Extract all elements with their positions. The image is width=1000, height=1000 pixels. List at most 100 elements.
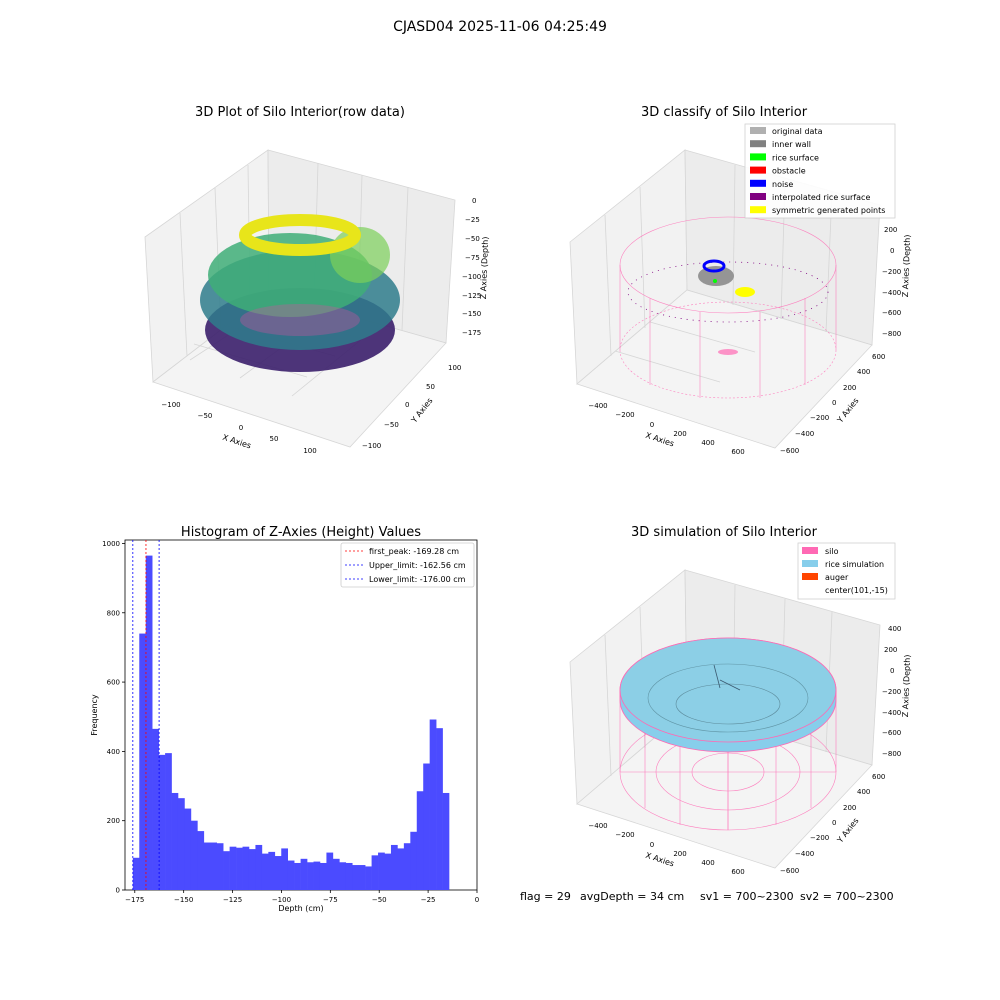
simulation-ztick-0: 400 — [888, 625, 901, 633]
classify-ytick-3: 0 — [832, 399, 836, 407]
histogram-ytick-label: 0 — [116, 887, 120, 895]
classify-legend-swatch — [750, 206, 766, 214]
simulation-ztick-6: −800 — [882, 750, 901, 758]
raw-ztick-4: −100 — [462, 273, 481, 281]
histogram-ytick-label: 400 — [107, 748, 120, 756]
histogram-bar — [371, 855, 379, 890]
histogram-bar — [139, 633, 147, 890]
histogram-ytick-label: 200 — [107, 817, 120, 825]
histogram-bars — [132, 555, 450, 890]
classify-ztick-2: −200 — [882, 268, 901, 276]
raw-ztick-0: 0 — [472, 197, 476, 205]
classify-xtick-2: 0 — [650, 421, 654, 429]
simulation-xtick-3: 200 — [673, 850, 686, 858]
histogram-legend-label: first_peak: -169.28 cm — [369, 547, 459, 556]
raw-xtick-2: 0 — [239, 424, 243, 432]
simulation-xlabel: X Axies — [644, 851, 675, 869]
histogram-bar — [403, 843, 411, 890]
raw-ylabel: Y Axies — [409, 396, 435, 425]
histogram-bar — [177, 798, 185, 890]
raw-ztick-3: −75 — [465, 254, 480, 262]
status-sv1: sv1 = 700~2300 — [700, 890, 794, 903]
classify-legend-label: symmetric generated points — [772, 206, 885, 215]
simulation-ytick-2: 200 — [843, 804, 856, 812]
raw-xlabel: X Axies — [221, 433, 252, 451]
histogram-bar — [210, 842, 218, 890]
status-line: flag = 29 avgDepth = 34 cm sv1 = 700~230… — [520, 890, 894, 903]
histogram-xtick-label: −100 — [272, 896, 291, 904]
histogram-bar — [165, 753, 172, 890]
simulation-ytick-1: 400 — [857, 788, 870, 796]
classify-legend-label: noise — [772, 180, 793, 189]
raw-ytick-4: −100 — [362, 442, 381, 450]
simulation-xtick-5: 600 — [731, 868, 744, 876]
raw-y-ticks: 100 50 0 −50 −100 — [362, 364, 461, 450]
simulation-legend: silo rice simulation auger center(101,-15) — [797, 542, 896, 600]
histogram-legend: first_peak: -169.28 cm Upper_limit: -162.… — [340, 542, 475, 588]
histogram-bar — [390, 844, 398, 890]
histogram-bar — [378, 852, 385, 890]
classify-point-clusters — [627, 259, 829, 355]
raw-zlabel: Z Axies (Depth) — [479, 236, 490, 299]
histogram-bar — [358, 865, 366, 890]
classify-legend-swatch — [750, 166, 766, 174]
classify-legend-label: inner wall — [772, 140, 811, 149]
histogram-bar — [171, 792, 179, 890]
histogram-y-ticks: 0 200 400 600 800 1000 — [102, 540, 125, 895]
simulation-xtick-4: 400 — [701, 859, 714, 867]
raw-ytick-0: 100 — [448, 364, 461, 372]
simulation-xtick-1: −200 — [615, 831, 634, 839]
classify-legend: original data inner wall rice surface obsta… — [744, 123, 896, 219]
histogram-xtick-label: −150 — [174, 896, 193, 904]
histogram-bar — [274, 856, 282, 890]
histogram-bar — [326, 852, 334, 890]
histogram-bar — [339, 862, 347, 890]
simulation-legend-swatch — [802, 547, 818, 554]
status-sv2: sv2 = 700~2300 — [800, 890, 894, 903]
classify-ylabel: Y Axies — [835, 396, 861, 425]
classify-xtick-1: −200 — [615, 411, 634, 419]
classify-zlabel: Z Axies (Depth) — [901, 234, 912, 297]
simulation-ytick-4: −200 — [810, 834, 829, 842]
panel-classify-title: 3D classify of Silo Interior — [641, 105, 808, 120]
histogram-bar — [429, 719, 437, 890]
classify-xtick-3: 200 — [673, 430, 686, 438]
classify-ztick-3: −400 — [882, 289, 901, 297]
raw-xtick-1: −50 — [198, 412, 213, 420]
simulation-ztick-2: 0 — [890, 667, 894, 675]
raw-xtick-0: −100 — [161, 401, 180, 409]
classify-x-ticks: −400 −200 0 200 400 600 — [588, 402, 744, 456]
classify-xtick-4: 400 — [701, 439, 714, 447]
histogram-bar — [352, 865, 359, 890]
classify-ytick-6: −600 — [780, 447, 799, 455]
simulation-y-ticks: 600 400 200 0 −200 −400 −600 — [780, 773, 885, 875]
simulation-ztick-1: 200 — [884, 646, 897, 654]
histogram-bar — [223, 851, 230, 890]
raw-ztick-6: −150 — [462, 310, 481, 318]
raw-xtick-4: 100 — [303, 447, 316, 455]
panel-raw-data: 3D Plot of Silo Interior(row data) −100 … — [144, 105, 490, 455]
histogram-bar — [261, 853, 269, 890]
classify-xtick-5: 600 — [731, 448, 744, 456]
histogram-bar — [132, 857, 140, 890]
histogram-bar — [294, 862, 301, 890]
histogram-bar — [423, 763, 430, 890]
classify-legend-swatch — [750, 127, 766, 134]
classify-xtick-0: −400 — [588, 402, 607, 410]
simulation-ytick-6: −600 — [780, 867, 799, 875]
simulation-ytick-0: 600 — [872, 773, 885, 781]
classify-ztick-4: −600 — [882, 309, 901, 317]
histogram-bar — [197, 831, 205, 890]
raw-x-ticks: −100 −50 0 50 100 — [161, 401, 316, 455]
histogram-bar — [203, 842, 211, 890]
histogram-title: Histogram of Z-Axies (Height) Values — [181, 525, 421, 540]
simulation-legend-label: rice simulation — [825, 560, 884, 569]
histogram-bar — [345, 862, 353, 890]
simulation-zlabel: Z Axies (Depth) — [901, 654, 912, 717]
histogram-ytick-label: 600 — [107, 679, 120, 687]
panel-classify: 3D classify of Silo Interior −400 — [569, 105, 912, 456]
classify-ztick-0: 200 — [884, 226, 897, 234]
classify-legend-label: obstacle — [772, 167, 806, 176]
simulation-ztick-5: −600 — [882, 729, 901, 737]
